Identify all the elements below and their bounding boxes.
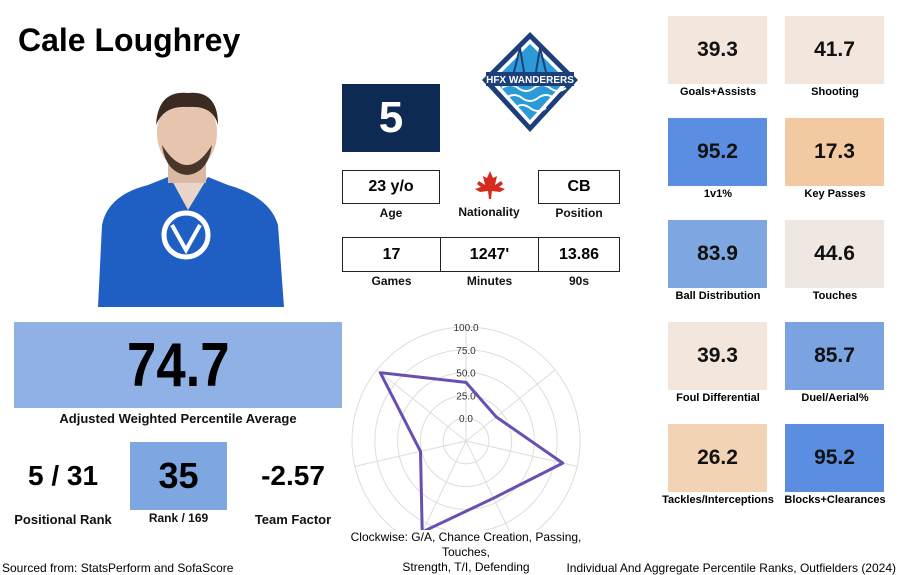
tile-label: Blocks+Clearances: [784, 494, 886, 506]
source-note: Sourced from: StatsPerform and SofaScore: [2, 561, 234, 575]
tile-value: 95.2: [668, 118, 767, 186]
caption-line: Clockwise: G/A, Chance Creation, Passing…: [350, 530, 582, 559]
tile-value: 26.2: [668, 424, 767, 492]
spoke: [354, 440, 467, 467]
tile-value: 95.2: [785, 424, 884, 492]
spoke: [465, 440, 578, 467]
positional-rank-label: Positional Rank: [14, 512, 112, 527]
team-factor-value: -2.57: [261, 460, 325, 491]
svg-text:HFX WANDERERS: HFX WANDERERS: [486, 75, 574, 86]
radar-shape: [378, 371, 565, 530]
grid-ring: [397, 372, 535, 510]
r-tick-label: 75.0: [456, 346, 476, 357]
tile-value: 39.3: [668, 16, 767, 84]
nineties-value: 13.86: [538, 237, 620, 272]
average-label: Adjusted Weighted Percentile Average: [59, 411, 297, 426]
tile-label: Key Passes: [804, 188, 866, 200]
average-value: 74.7: [126, 330, 230, 400]
tile-value: 83.9: [668, 220, 767, 288]
positional-rank-value: 5 / 31: [27, 460, 99, 491]
radar-chart: 0.0 25.0 50.0 75.0 100.0: [351, 323, 581, 530]
tile-value: 17.3: [785, 118, 884, 186]
average-box: 74.7: [14, 322, 342, 408]
grid-ring: [351, 326, 581, 530]
position-value: CB: [538, 170, 620, 204]
player-photo: [98, 92, 284, 307]
radar-caption: Clockwise: G/A, Chance Creation, Passing…: [346, 530, 586, 575]
r-tick-label: 50.0: [456, 369, 476, 380]
jersey-number: 5: [342, 84, 440, 152]
nationality-label: Nationality: [458, 205, 520, 219]
r-tick-label: 25.0: [456, 391, 476, 402]
nineties-label: 90s: [568, 274, 590, 288]
grid-ring: [442, 417, 490, 465]
r-tick-label: 100.0: [453, 323, 478, 334]
tile-label: Goals+Assists: [679, 86, 757, 98]
canada-flag: [475, 171, 505, 199]
tile-label: Touches: [812, 290, 858, 302]
tile-label: 1v1%: [703, 188, 733, 200]
club-logo: HFX WANDERERS: [482, 32, 578, 132]
tile-value: 41.7: [785, 16, 884, 84]
tile-label: Foul Differential: [676, 392, 760, 404]
age-value: 23 y/o: [342, 170, 440, 204]
r-tick-label: 0.0: [459, 414, 473, 425]
caption-line: Strength, T/I, Defending: [402, 560, 530, 574]
tile-label: Shooting: [811, 86, 859, 98]
grid-ring: [374, 349, 558, 530]
tile-label: Ball Distribution: [675, 290, 761, 302]
rank-value: 35: [130, 442, 227, 510]
spoke: [376, 369, 467, 442]
tile-label: Duel/Aerial%: [801, 392, 869, 404]
rank-label: Rank / 169: [148, 511, 209, 525]
tile-value: 39.3: [668, 322, 767, 390]
spoke: [422, 440, 467, 530]
spoke: [465, 440, 510, 530]
position-label: Position: [555, 206, 603, 220]
tile-value: 85.7: [785, 322, 884, 390]
team-factor-label: Team Factor: [254, 512, 332, 527]
player-name: Cale Loughrey: [18, 22, 241, 58]
minutes-value: 1247': [440, 237, 539, 272]
games-value: 17: [342, 237, 441, 272]
minutes-label: Minutes: [466, 274, 513, 288]
spoke: [465, 369, 556, 442]
footer-title: Individual And Aggregate Percentile Rank…: [566, 561, 896, 575]
games-label: Games: [371, 274, 412, 288]
tile-value: 44.6: [785, 220, 884, 288]
tile-label: Tackles/Interceptions: [662, 494, 774, 506]
age-label: Age: [379, 206, 403, 220]
grid-ring: [419, 394, 513, 488]
